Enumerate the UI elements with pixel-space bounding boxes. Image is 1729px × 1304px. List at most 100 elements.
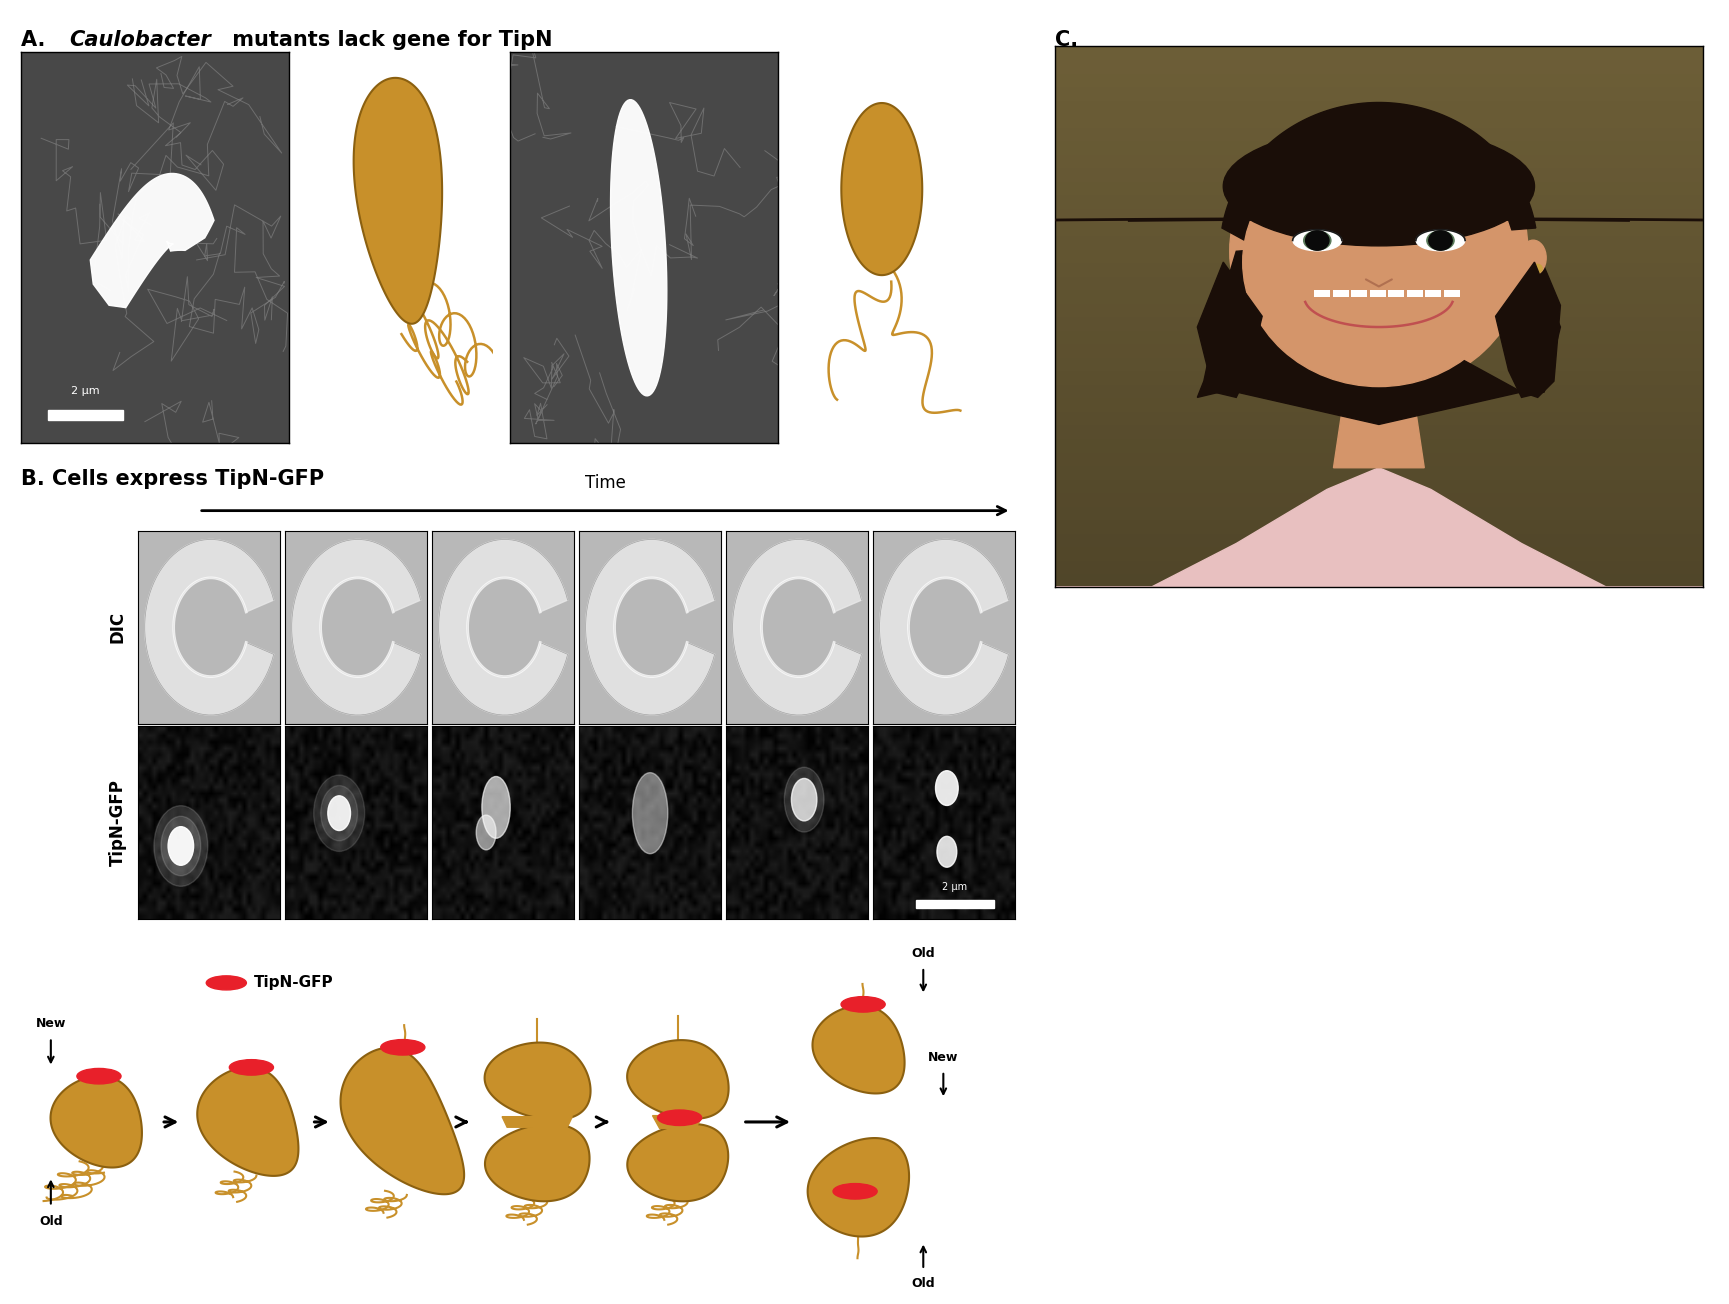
Bar bbox=[1055, 398, 1703, 411]
Polygon shape bbox=[1407, 291, 1423, 297]
Ellipse shape bbox=[1304, 231, 1331, 250]
Bar bbox=[1055, 194, 1703, 207]
Circle shape bbox=[833, 1184, 877, 1200]
Polygon shape bbox=[1369, 291, 1387, 297]
Ellipse shape bbox=[785, 767, 825, 832]
Polygon shape bbox=[807, 1138, 909, 1236]
Ellipse shape bbox=[1416, 231, 1464, 250]
Text: A.: A. bbox=[21, 30, 52, 50]
Text: New: New bbox=[928, 1051, 958, 1064]
Circle shape bbox=[206, 975, 246, 990]
Polygon shape bbox=[354, 78, 443, 323]
Text: Old: Old bbox=[911, 1277, 935, 1290]
Ellipse shape bbox=[329, 795, 351, 831]
Bar bbox=[1055, 262, 1703, 275]
Ellipse shape bbox=[1229, 111, 1528, 393]
Text: New: New bbox=[36, 1017, 66, 1030]
Bar bbox=[1055, 126, 1703, 141]
Bar bbox=[1055, 492, 1703, 506]
Polygon shape bbox=[484, 1043, 591, 1120]
Bar bbox=[1055, 370, 1703, 383]
Circle shape bbox=[230, 1060, 273, 1074]
Polygon shape bbox=[1333, 291, 1349, 297]
Circle shape bbox=[840, 996, 885, 1012]
Text: Old: Old bbox=[40, 1215, 62, 1228]
Bar bbox=[1055, 532, 1703, 546]
Text: Caulobacter: Caulobacter bbox=[69, 30, 211, 50]
Bar bbox=[1055, 275, 1703, 289]
Bar bbox=[1055, 235, 1703, 249]
Text: Old: Old bbox=[911, 947, 935, 960]
Polygon shape bbox=[586, 540, 714, 715]
Polygon shape bbox=[652, 1116, 702, 1128]
Circle shape bbox=[1532, 265, 1542, 273]
Ellipse shape bbox=[1426, 231, 1454, 250]
Bar bbox=[1055, 506, 1703, 519]
Bar bbox=[47, 409, 123, 420]
Polygon shape bbox=[1444, 291, 1459, 297]
Bar bbox=[916, 900, 994, 908]
Bar bbox=[1055, 289, 1703, 303]
Circle shape bbox=[76, 1068, 121, 1084]
Ellipse shape bbox=[1520, 240, 1546, 275]
Ellipse shape bbox=[322, 785, 358, 841]
Bar bbox=[1055, 59, 1703, 73]
Bar bbox=[1055, 141, 1703, 154]
Bar bbox=[1055, 383, 1703, 398]
Circle shape bbox=[1428, 231, 1452, 250]
Ellipse shape bbox=[1243, 138, 1515, 386]
Bar bbox=[1055, 330, 1703, 343]
Bar bbox=[1055, 574, 1703, 587]
Ellipse shape bbox=[154, 806, 207, 887]
Bar bbox=[1055, 316, 1703, 330]
Bar bbox=[1055, 546, 1703, 559]
Circle shape bbox=[380, 1039, 425, 1055]
Text: DIC: DIC bbox=[109, 612, 126, 643]
Polygon shape bbox=[1333, 381, 1425, 468]
Polygon shape bbox=[145, 540, 273, 715]
Polygon shape bbox=[610, 99, 667, 396]
Ellipse shape bbox=[482, 776, 510, 838]
Polygon shape bbox=[90, 173, 214, 308]
Bar bbox=[1055, 167, 1703, 181]
Polygon shape bbox=[733, 540, 861, 715]
Ellipse shape bbox=[937, 836, 956, 867]
Polygon shape bbox=[1196, 262, 1262, 398]
Bar bbox=[1055, 46, 1703, 59]
Polygon shape bbox=[1388, 291, 1404, 297]
Ellipse shape bbox=[475, 815, 496, 850]
Polygon shape bbox=[1350, 291, 1368, 297]
Bar bbox=[1055, 303, 1703, 316]
Circle shape bbox=[657, 1110, 702, 1125]
Bar bbox=[1055, 451, 1703, 466]
Polygon shape bbox=[341, 1047, 463, 1194]
Bar bbox=[1055, 519, 1703, 532]
Bar bbox=[1055, 249, 1703, 262]
Polygon shape bbox=[1055, 468, 1703, 640]
Polygon shape bbox=[628, 1041, 728, 1119]
Polygon shape bbox=[813, 1005, 904, 1094]
Bar bbox=[1055, 207, 1703, 222]
Polygon shape bbox=[1425, 291, 1442, 297]
Polygon shape bbox=[197, 1067, 299, 1176]
Bar bbox=[1055, 222, 1703, 235]
Polygon shape bbox=[50, 1076, 142, 1167]
Bar bbox=[1055, 479, 1703, 492]
Bar bbox=[1055, 113, 1703, 126]
Ellipse shape bbox=[633, 773, 667, 854]
Bar bbox=[1055, 181, 1703, 194]
Text: B. Cells express TipN-GFP: B. Cells express TipN-GFP bbox=[21, 469, 323, 489]
Bar bbox=[1055, 86, 1703, 99]
Text: 2 μm: 2 μm bbox=[71, 386, 99, 396]
Bar bbox=[1055, 438, 1703, 451]
Bar bbox=[1055, 424, 1703, 438]
Polygon shape bbox=[439, 540, 567, 715]
Polygon shape bbox=[1314, 291, 1330, 297]
Bar bbox=[1055, 73, 1703, 86]
Ellipse shape bbox=[935, 771, 958, 806]
Polygon shape bbox=[501, 1116, 572, 1127]
Ellipse shape bbox=[792, 778, 816, 822]
Polygon shape bbox=[1496, 262, 1560, 398]
Bar bbox=[1055, 559, 1703, 574]
Circle shape bbox=[1305, 231, 1330, 250]
